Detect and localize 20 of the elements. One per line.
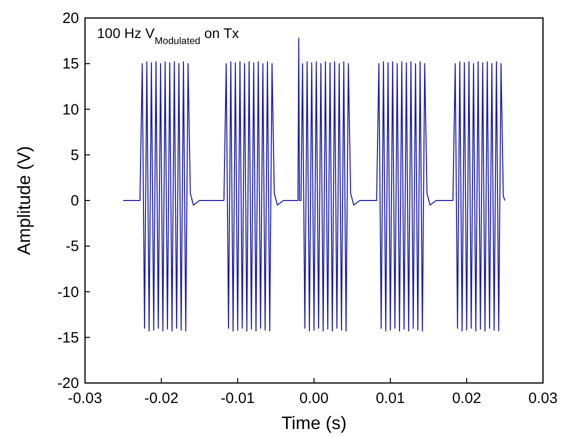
x-tick-label: -0.03 [68,390,102,407]
x-tick-label: 0.00 [299,390,329,407]
y-tick-label: 10 [62,101,79,118]
y-tick-label: -20 [57,375,79,392]
annotation: 100 Hz V$_{Modulated}$ on Tx [97,25,240,46]
x-tick-label: 0.01 [376,390,405,407]
y-tick-label: 15 [62,56,79,73]
x-tick-label: -0.02 [144,390,178,407]
y-tick-label: 5 [70,146,79,164]
x-axis-title: Time (s) [281,413,347,433]
x-tick-label: 0.03 [528,390,558,407]
x-tick-label: -0.01 [220,390,255,407]
y-axis-title: Amplitude (V) [14,146,34,256]
x-tick-label: 0.02 [452,390,482,407]
y-tick-label: 20 [62,10,79,27]
y-tick-label: 0 [70,192,79,210]
line-series [122,38,506,332]
y-tick-label: -15 [57,329,79,346]
y-tick-label: -5 [66,238,79,256]
y-tick-label: -10 [57,284,79,301]
